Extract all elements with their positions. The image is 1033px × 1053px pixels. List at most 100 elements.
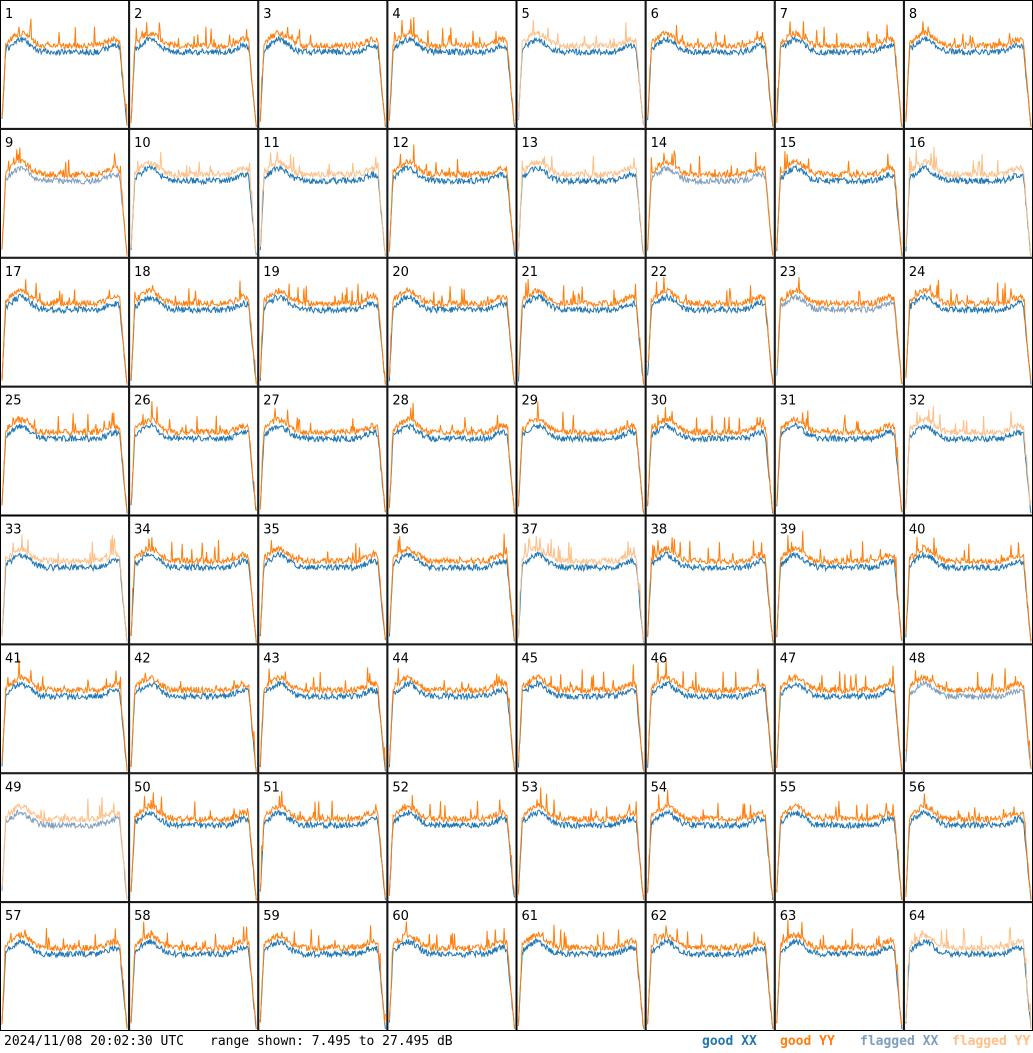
panel-label: 46 [651, 651, 668, 666]
panel-41-yy-trace [1, 659, 128, 772]
panel-24-xx-trace [905, 292, 1032, 385]
panel-30-xx-trace [647, 422, 774, 514]
panel-13-xx-trace [518, 165, 645, 254]
panel-3-yy-trace [259, 27, 386, 127]
panel-border [258, 386, 388, 516]
panel-9-xx-trace [1, 165, 128, 254]
panel-label: 24 [909, 265, 926, 280]
panel-15-xx-trace [776, 163, 903, 256]
panel-62-xx-trace [647, 937, 774, 1029]
panel-36-yy-trace [388, 533, 515, 642]
panel-43: 43 [258, 644, 388, 774]
panel-border [129, 515, 259, 645]
panel-48-yy-trace [905, 668, 1032, 768]
panel-23-xx-trace [776, 294, 903, 384]
panel-38-yy-trace [647, 537, 774, 643]
panel-55-yy-trace [776, 800, 903, 901]
panel-10-xx-trace [130, 164, 257, 256]
panel-39-xx-trace [776, 552, 903, 640]
panel-border [387, 773, 517, 903]
panel-29: 29 [516, 386, 646, 516]
panel-45-yy-trace [518, 664, 645, 772]
panel-28: 28 [387, 386, 517, 516]
panel-61-xx-trace [518, 938, 645, 1027]
legend-good-xx: good XX [702, 1034, 757, 1049]
panel-border [516, 257, 646, 387]
panel-25: 25 [0, 386, 130, 516]
panel-label: 60 [392, 909, 409, 924]
panel-36-xx-trace [388, 552, 515, 642]
panel-border [645, 257, 775, 387]
panel-57-yy-trace [1, 928, 128, 1030]
panel-7: 7 [774, 0, 904, 129]
panel-label: 13 [522, 136, 539, 151]
panel-56-xx-trace [905, 809, 1032, 901]
panel-border [129, 644, 259, 774]
panel-60: 60 [387, 902, 517, 1031]
panel-border [645, 128, 775, 258]
panel-label: 36 [392, 523, 409, 538]
panel-29-xx-trace [518, 422, 645, 514]
panel-60-xx-trace [388, 939, 515, 1030]
panel-31-xx-trace [776, 421, 903, 512]
panel-56: 56 [903, 773, 1033, 903]
panel-border [774, 644, 904, 774]
panel-label: 9 [5, 136, 13, 151]
panel-label: 2 [134, 7, 142, 22]
panel-63-xx-trace [776, 938, 903, 1030]
panel-label: 28 [392, 394, 409, 409]
panel-border [516, 0, 646, 129]
panel-5: 5 [516, 0, 646, 129]
panel-35-xx-trace [259, 550, 386, 641]
panel-10: 10 [129, 128, 259, 258]
panel-label: 58 [134, 909, 151, 924]
panel-37-yy-trace [518, 536, 645, 642]
panel-42-xx-trace [130, 680, 257, 772]
panel-22-xx-trace [647, 292, 774, 383]
panel-62: 62 [645, 902, 775, 1031]
panel-24-yy-trace [905, 279, 1032, 382]
panel-label: 21 [522, 265, 539, 280]
panel-52: 52 [387, 773, 517, 903]
panel-border [774, 257, 904, 387]
panel-32: 32 [903, 386, 1033, 516]
panel-label: 1 [5, 7, 13, 22]
panel-46-xx-trace [647, 680, 774, 772]
panel-label: 26 [134, 394, 151, 409]
panel-30: 30 [645, 386, 775, 516]
panel-61-yy-trace [518, 924, 645, 1030]
panel-59-yy-trace [259, 925, 386, 1023]
panel-label: 29 [522, 394, 539, 409]
panel-18-xx-trace [130, 294, 257, 383]
panel-53-yy-trace [518, 787, 645, 901]
panel-label: 4 [392, 7, 400, 22]
panel-27: 27 [258, 386, 388, 516]
panel-border [645, 0, 775, 129]
legend-flagged-yy: flagged YY [952, 1034, 1031, 1049]
panel-label: 16 [909, 136, 926, 151]
panel-38-xx-trace [647, 550, 774, 643]
panel-39-yy-trace [776, 530, 903, 642]
panel-14-yy-trace [647, 150, 774, 256]
panel-11-xx-trace [259, 165, 386, 256]
panel-21-yy-trace [518, 279, 645, 385]
panel-border [129, 0, 259, 129]
panel-47-yy-trace [776, 665, 903, 772]
panel-label: 53 [522, 780, 539, 795]
panel-label: 31 [780, 394, 797, 409]
panel-57-xx-trace [1, 938, 128, 1028]
panel-52-xx-trace [388, 809, 515, 898]
panel-6-xx-trace [647, 36, 774, 127]
panel-56-yy-trace [905, 793, 1032, 901]
panel-23: 23 [774, 257, 904, 387]
panel-label: 32 [909, 394, 926, 409]
panel-2-yy-trace [130, 22, 257, 127]
panel-42-yy-trace [130, 672, 257, 772]
panel-label: 44 [392, 651, 409, 666]
panel-border [774, 0, 904, 129]
panel-border [516, 902, 646, 1031]
panel-border [774, 128, 904, 258]
panel-31-yy-trace [776, 410, 903, 513]
panel-19-yy-trace [259, 283, 386, 385]
panel-26-xx-trace [130, 422, 257, 511]
